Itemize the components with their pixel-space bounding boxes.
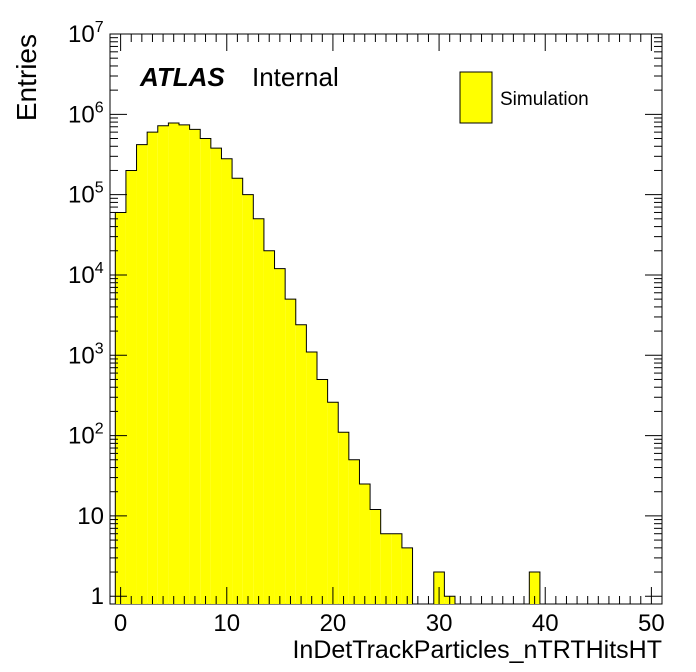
histogram-bin bbox=[317, 379, 328, 604]
histogram-bin bbox=[136, 144, 148, 605]
histogram-bin bbox=[232, 178, 243, 604]
x-tick-label: 50 bbox=[638, 610, 665, 637]
x-axis-title: InDetTrackParticles_nTRTHitsHT bbox=[292, 636, 662, 664]
histogram-bin bbox=[157, 125, 169, 605]
histogram-bin bbox=[348, 459, 360, 604]
x-tick-label: 40 bbox=[532, 610, 559, 637]
x-tick-label: 0 bbox=[114, 610, 127, 637]
y-tick-label: 1 bbox=[91, 583, 104, 610]
histogram-bin bbox=[189, 129, 201, 604]
histogram-bin bbox=[285, 299, 296, 604]
y-tick-label: 10 bbox=[77, 503, 104, 530]
histogram-bin bbox=[529, 572, 540, 604]
histogram-bin bbox=[391, 533, 402, 604]
legend-swatch bbox=[459, 71, 493, 124]
histogram-bin bbox=[253, 218, 264, 604]
histogram-bin bbox=[242, 194, 254, 604]
atlas-label: ATLAS bbox=[139, 62, 225, 92]
histogram-bin bbox=[179, 124, 190, 604]
y-tick-label: 102 bbox=[68, 421, 104, 450]
histogram-bin bbox=[200, 138, 211, 604]
histogram-bin bbox=[274, 268, 286, 604]
histogram-bin bbox=[147, 132, 158, 604]
y-tick-label: 103 bbox=[68, 340, 104, 369]
x-axis-ticks: 0 10 20 30 40 50 bbox=[109, 34, 665, 637]
y-axis-title: Entries bbox=[11, 34, 42, 121]
histogram-bin bbox=[327, 402, 339, 604]
histogram-bin bbox=[295, 324, 307, 604]
y-tick-label: 105 bbox=[68, 180, 104, 209]
histogram-bin bbox=[125, 170, 137, 604]
histogram-bin bbox=[221, 158, 233, 604]
histogram-bin bbox=[401, 547, 413, 604]
histogram-bin bbox=[338, 432, 349, 604]
y-axis-ticks: 1 10 102 103 104 105 106 107 bbox=[68, 19, 662, 610]
histogram-bin bbox=[370, 509, 381, 604]
atlas-suffix: Internal bbox=[252, 62, 339, 92]
x-tick-label: 20 bbox=[320, 610, 347, 637]
legend: Simulation bbox=[459, 71, 589, 124]
y-tick-label: 107 bbox=[68, 19, 104, 48]
x-tick-label: 10 bbox=[213, 610, 240, 637]
histogram-bin bbox=[359, 483, 371, 604]
y-tick-label: 106 bbox=[68, 99, 104, 128]
x-tick-label: 30 bbox=[426, 610, 453, 637]
histogram-outline bbox=[114, 122, 551, 605]
histogram-bin bbox=[263, 250, 275, 604]
histogram-bin bbox=[168, 122, 179, 604]
histogram-bin bbox=[210, 148, 222, 604]
y-tick-label: 104 bbox=[68, 260, 104, 289]
histogram-bars bbox=[115, 122, 540, 605]
histogram-bin bbox=[115, 212, 126, 605]
histogram-bin bbox=[306, 351, 317, 604]
histogram-bin bbox=[380, 533, 392, 604]
legend-label: Simulation bbox=[500, 89, 589, 110]
